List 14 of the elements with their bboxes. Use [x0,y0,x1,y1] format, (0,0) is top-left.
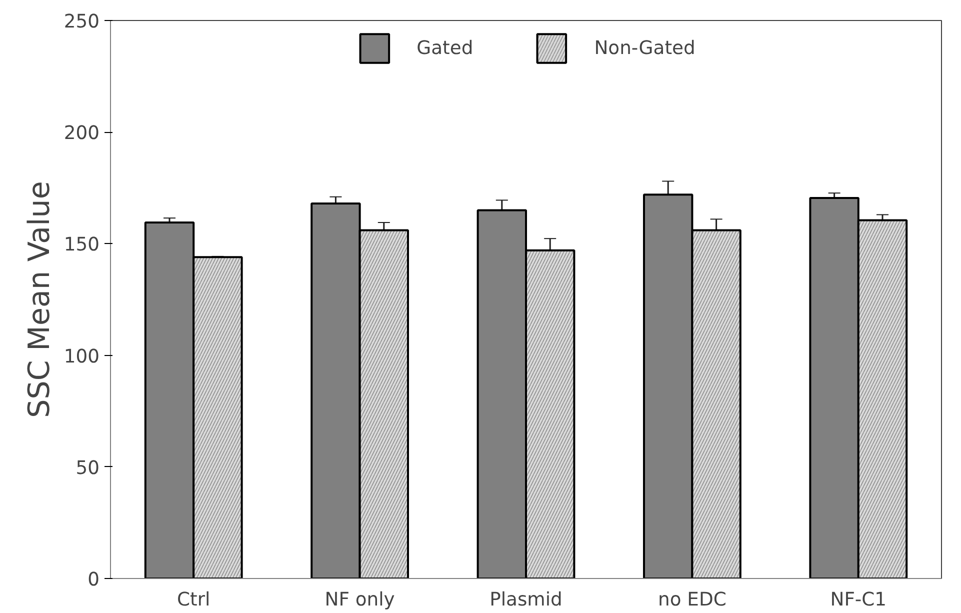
x-tick-label: NF-C1 [830,590,887,610]
y-tick-label: 250 [64,12,100,32]
legend-label: Gated [416,38,474,58]
y-tick-label: 150 [64,234,100,256]
x-tick-label: no EDC [658,590,726,610]
x-tick-label: Plasmid [490,590,562,610]
y-tick-label: 0 [88,570,100,590]
legend-label: Non-Gated [594,38,696,58]
y-tick-label: 100 [64,346,100,368]
y-axis-title: SSC Mean Value [22,181,56,418]
x-tick-label: Ctrl [177,590,210,610]
y-tick-label: 200 [64,123,100,144]
y-tick-label: 50 [76,458,100,479]
x-tick-label: NF only [324,590,395,610]
